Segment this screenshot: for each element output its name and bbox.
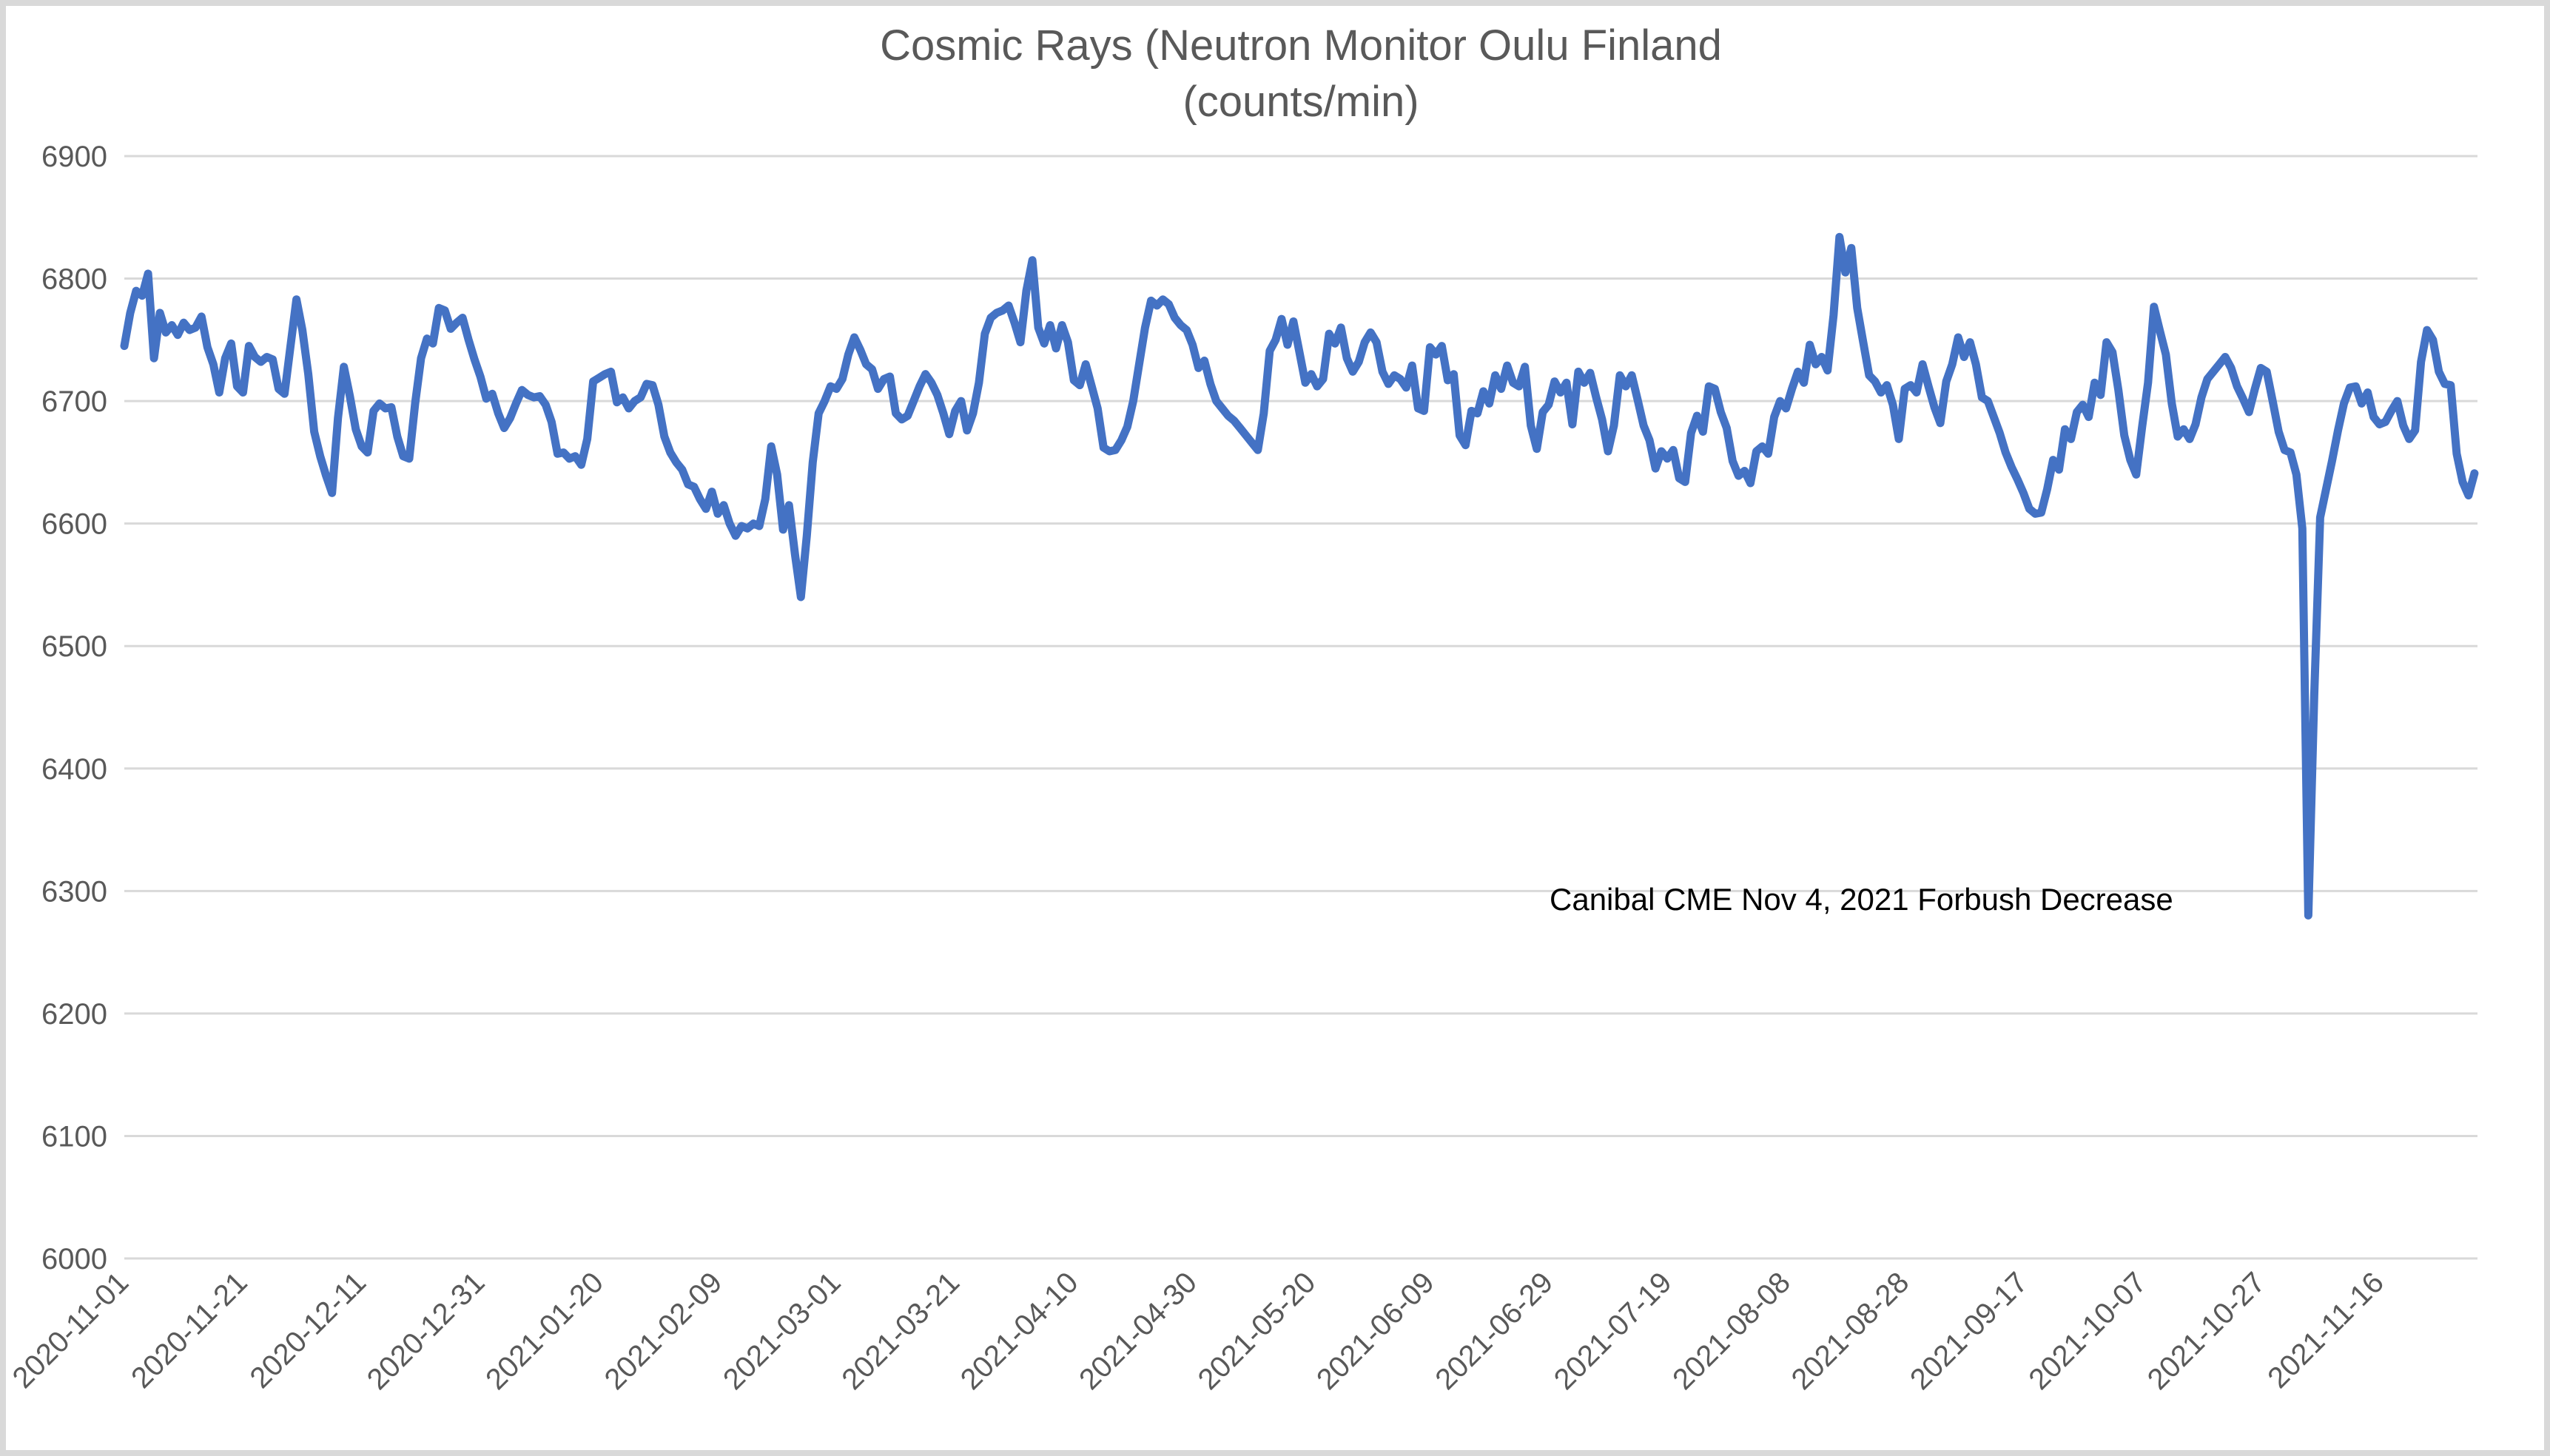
x-tick-label-2021-06-29: 2021-06-29: [1429, 1266, 1559, 1396]
x-tick-label-2021-07-19: 2021-07-19: [1548, 1266, 1678, 1396]
cosmic-ray-series-line: [120, 232, 2479, 920]
chart-title: Cosmic Rays (Neutron Monitor Oulu Finlan…: [124, 18, 2477, 130]
y-tick-label-6400: 6400: [41, 753, 107, 786]
x-tick-label-2021-02-09: 2021-02-09: [599, 1266, 729, 1396]
y-tick-label-6500: 6500: [41, 630, 107, 663]
y-tick-label-6100: 6100: [41, 1120, 107, 1153]
y-tick-label-6300: 6300: [41, 875, 107, 908]
y-tick-label-6700: 6700: [41, 385, 107, 418]
x-tick-label-2021-03-21: 2021-03-21: [835, 1266, 966, 1396]
x-tick-label-2021-03-01: 2021-03-01: [717, 1266, 847, 1396]
chart-title-line2: (counts/min): [1183, 78, 1419, 126]
x-tick-label-2020-12-11: 2020-12-11: [243, 1266, 372, 1395]
x-tick-label-2021-08-08: 2021-08-08: [1666, 1266, 1797, 1396]
x-tick-label-2021-01-20: 2021-01-20: [480, 1266, 610, 1396]
x-tick-label-2021-04-30: 2021-04-30: [1073, 1266, 1203, 1396]
y-tick-label-6000: 6000: [41, 1243, 107, 1275]
x-tick-label-2021-04-10: 2021-04-10: [955, 1266, 1085, 1396]
y-tick-label-6800: 6800: [41, 263, 107, 296]
y-tick-label-6900: 6900: [41, 141, 107, 173]
x-tick-label-2021-06-09: 2021-06-09: [1311, 1266, 1441, 1396]
x-tick-label-2020-11-21: 2020-11-21: [125, 1266, 254, 1395]
x-tick-label-2021-10-07: 2021-10-07: [2022, 1266, 2153, 1396]
x-tick-label-2021-08-28: 2021-08-28: [1786, 1266, 1916, 1396]
x-tick-label-2021-05-20: 2021-05-20: [1192, 1266, 1322, 1396]
x-tick-label-2021-10-27: 2021-10-27: [2142, 1266, 2272, 1396]
forbush-annotation: Canibal CME Nov 4, 2021 Forbush Decrease: [1550, 882, 2173, 917]
x-tick-label-2020-12-31: 2020-12-31: [361, 1266, 491, 1396]
x-tick-label-2021-11-16: 2021-11-16: [2261, 1266, 2390, 1395]
x-tick-label-2020-11-01: 2020-11-01: [7, 1266, 135, 1395]
line-chart-plot: 6000 6100 6200 6300 6400 6500 6600 6700 6800 6900…: [7, 141, 2479, 1396]
x-tick-label-2021-09-17: 2021-09-17: [1904, 1266, 2034, 1396]
y-tick-label-6600: 6600: [41, 508, 107, 541]
y-tick-label-6200: 6200: [41, 998, 107, 1031]
chart-title-line1: Cosmic Rays (Neutron Monitor Oulu Finlan…: [880, 21, 1722, 70]
